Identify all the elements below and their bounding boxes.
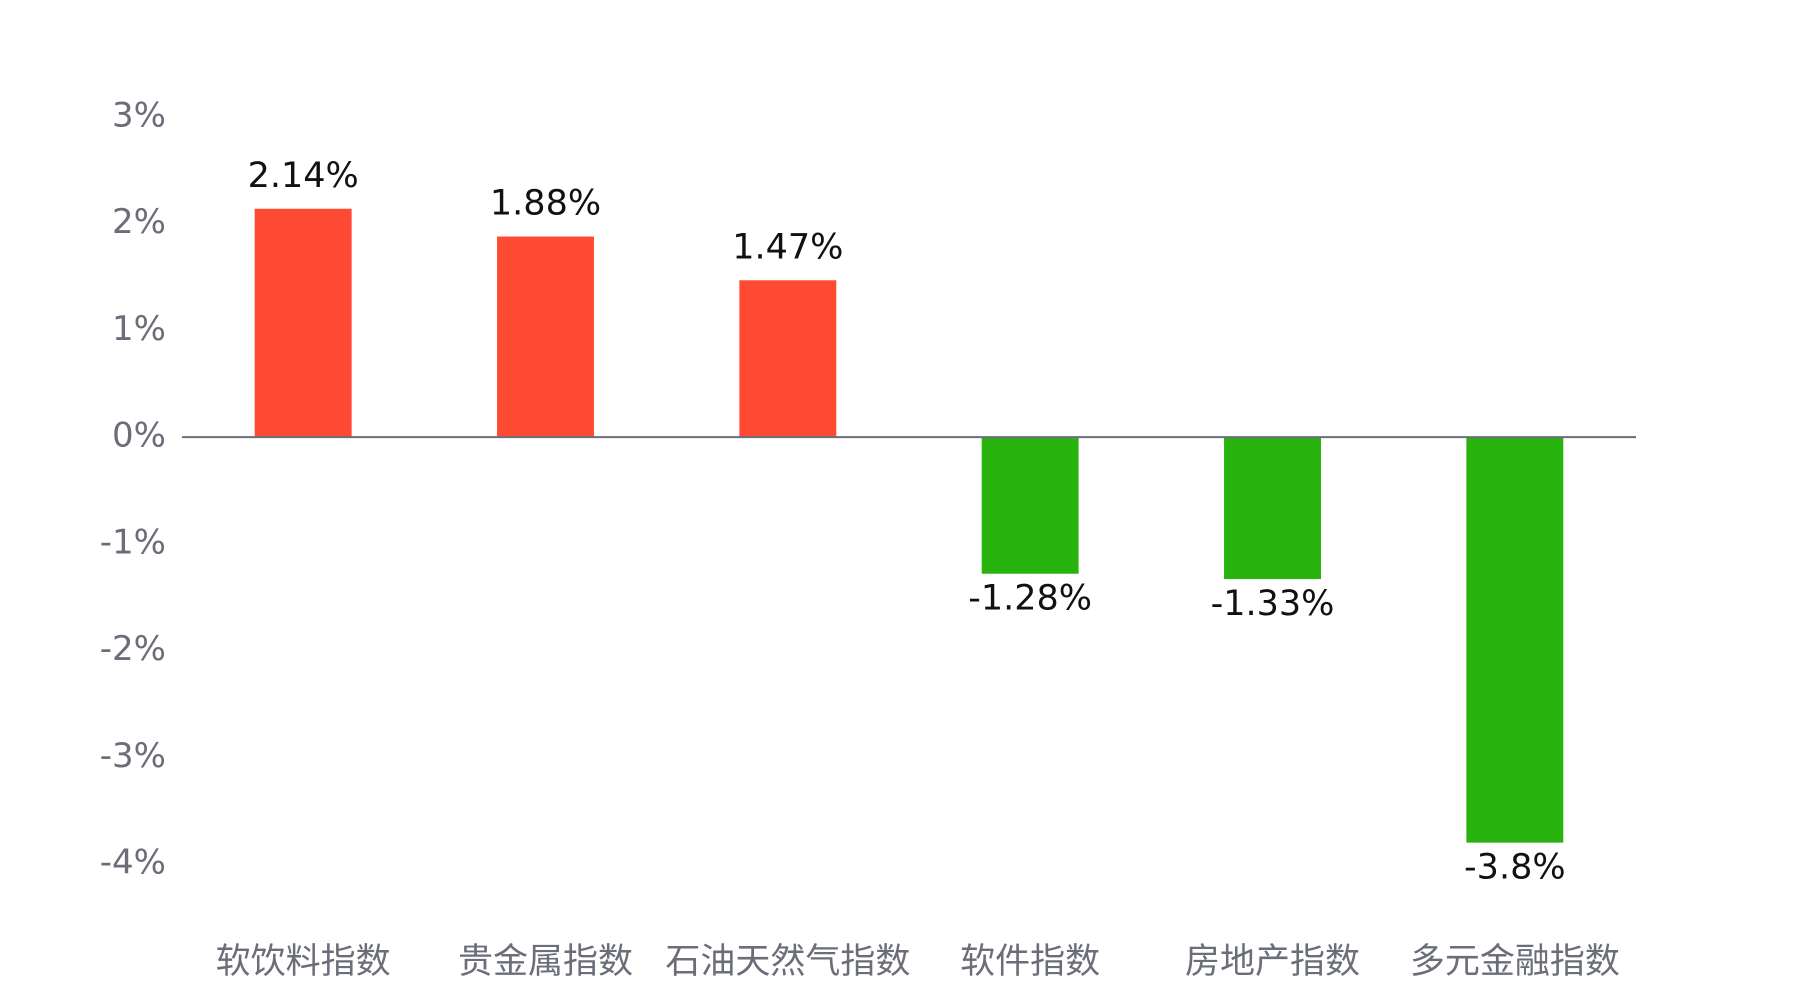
value-label: -1.28% (968, 579, 1092, 619)
value-label: 2.14% (248, 156, 359, 196)
y-tick-label: -1% (100, 522, 166, 562)
value-label: -3.8% (1464, 848, 1566, 888)
x-tick-label: 软件指数 (960, 942, 1100, 982)
x-tick-label: 贵金属指数 (458, 942, 633, 982)
y-tick-label: -3% (100, 736, 166, 776)
value-label: 1.88% (490, 184, 601, 224)
x-tick-label: 房地产指数 (1185, 942, 1360, 982)
value-label: 1.47% (732, 227, 843, 267)
x-tick-label: 多元金融指数 (1410, 942, 1620, 982)
y-tick-label: 1% (112, 309, 166, 349)
y-tick-label: -4% (100, 843, 166, 883)
y-tick-label: 3% (112, 96, 166, 136)
bar (739, 280, 837, 438)
x-tick-label: 软饮料指数 (216, 942, 391, 982)
x-tick-label: 石油天然气指数 (665, 942, 910, 982)
bar (1224, 437, 1321, 580)
value-label: -1.33% (1211, 584, 1335, 624)
y-tick-label: -2% (100, 629, 166, 669)
y-tick-label: 2% (112, 202, 166, 242)
bar (981, 437, 1079, 574)
bar (497, 236, 594, 438)
y-tick-label: 0% (112, 416, 166, 456)
bar (254, 208, 352, 438)
bar (1466, 437, 1564, 843)
